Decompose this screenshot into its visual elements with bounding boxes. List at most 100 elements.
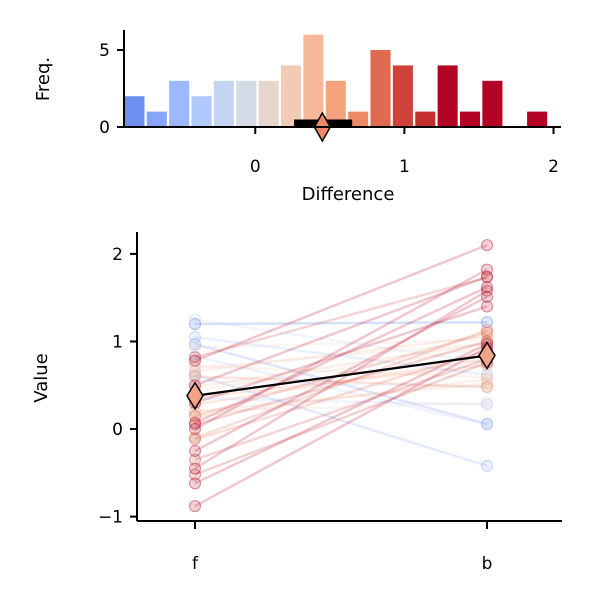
histogram-bar-11 bbox=[370, 50, 391, 128]
point-f-9 bbox=[189, 361, 201, 374]
point-f-22 bbox=[189, 351, 201, 364]
point-b-21 bbox=[481, 381, 493, 394]
pair-line-16 bbox=[194, 334, 488, 373]
point-f-2 bbox=[189, 368, 201, 381]
point-f-28 bbox=[189, 444, 201, 457]
point-f-32 bbox=[189, 462, 201, 475]
point-b-7 bbox=[481, 381, 493, 394]
point-b-6 bbox=[481, 418, 493, 431]
histogram-y-tick-label: 5 bbox=[99, 41, 110, 61]
paired-x-tick-label: b bbox=[482, 554, 493, 574]
pair-line-5 bbox=[194, 318, 488, 365]
histogram-x-tick-label: 0 bbox=[250, 157, 261, 177]
pair-line-13 bbox=[194, 382, 488, 413]
pair-line-12 bbox=[194, 346, 488, 392]
pair-line-33 bbox=[194, 243, 488, 362]
point-b-11 bbox=[481, 371, 493, 384]
histogram-bar-5 bbox=[236, 80, 257, 127]
pair-line-17 bbox=[194, 363, 488, 399]
point-f-6 bbox=[189, 350, 201, 363]
pair-line-11 bbox=[194, 364, 488, 379]
pair-line-29 bbox=[194, 275, 488, 387]
histogram-x-tick-label: 2 bbox=[548, 157, 559, 177]
pair-line-20 bbox=[194, 349, 488, 441]
point-f-16 bbox=[189, 365, 201, 378]
pair-line-18 bbox=[194, 357, 488, 406]
point-b-23 bbox=[481, 326, 493, 339]
paired-y-tick-label: 1 bbox=[112, 332, 123, 352]
pair-line-19 bbox=[194, 328, 488, 439]
mean-marker-b bbox=[478, 341, 496, 370]
point-b-19 bbox=[481, 324, 493, 337]
point-b-28 bbox=[481, 290, 493, 303]
histogram-bar-2 bbox=[169, 80, 190, 127]
histogram-bar-4 bbox=[213, 80, 234, 127]
point-f-35 bbox=[189, 423, 201, 436]
point-f-20 bbox=[189, 433, 201, 446]
pair-line-15 bbox=[194, 341, 488, 389]
pair-line-7 bbox=[194, 379, 488, 389]
point-f-5 bbox=[189, 313, 201, 326]
pair-line-21 bbox=[194, 375, 488, 389]
histogram-bar-17 bbox=[527, 111, 548, 127]
histogram-bar-10 bbox=[348, 111, 369, 127]
point-f-14 bbox=[189, 410, 201, 423]
point-b-13 bbox=[481, 377, 493, 390]
histogram-x-tick-label: 1 bbox=[399, 157, 410, 177]
point-b-14 bbox=[481, 373, 493, 386]
point-f-26 bbox=[189, 468, 201, 481]
paired-lines bbox=[194, 243, 488, 508]
point-b-32 bbox=[481, 284, 493, 297]
point-b-10 bbox=[481, 396, 493, 409]
pair-line-26 bbox=[194, 361, 488, 476]
histogram-bar-15 bbox=[459, 111, 481, 127]
point-f-23 bbox=[189, 409, 201, 422]
pair-line-24 bbox=[194, 340, 488, 426]
point-f-0 bbox=[189, 317, 201, 330]
histogram-y-label: Freq. bbox=[33, 57, 54, 101]
histogram-bar-1 bbox=[146, 111, 167, 127]
histogram-bar-9 bbox=[325, 80, 346, 127]
paired-y-tick-label: 0 bbox=[112, 420, 123, 440]
histogram-bar-8 bbox=[303, 34, 324, 127]
histogram-x-ticks: 0 1 2 bbox=[250, 127, 559, 177]
histogram-bar-13 bbox=[415, 111, 436, 127]
point-b-33 bbox=[481, 239, 493, 252]
pair-line-14 bbox=[194, 377, 488, 419]
mean-line bbox=[194, 354, 488, 397]
point-f-31 bbox=[189, 477, 201, 490]
point-b-2 bbox=[481, 459, 493, 472]
point-f-11 bbox=[189, 359, 201, 372]
paired-y-tick-label: 2 bbox=[112, 245, 123, 265]
pair-line-34 bbox=[194, 346, 488, 508]
point-f-1 bbox=[189, 338, 201, 351]
pair-line-1 bbox=[194, 342, 488, 425]
pair-line-35 bbox=[194, 268, 488, 431]
point-f-8 bbox=[189, 341, 201, 354]
histogram-bar-3 bbox=[191, 96, 212, 127]
point-b-35 bbox=[481, 263, 493, 276]
point-b-0 bbox=[481, 316, 493, 329]
histogram-bar-12 bbox=[392, 65, 413, 127]
point-b-4 bbox=[481, 398, 493, 411]
point-b-30 bbox=[481, 300, 493, 313]
group-mean bbox=[186, 341, 496, 411]
pair-line-32 bbox=[194, 289, 488, 470]
histogram-bar-16 bbox=[482, 80, 503, 127]
histogram-y-tick-label: 0 bbox=[99, 118, 110, 138]
pair-line-0 bbox=[194, 320, 488, 326]
histogram-bar-14 bbox=[437, 65, 458, 127]
pair-line-3 bbox=[194, 335, 488, 376]
pair-line-28 bbox=[194, 295, 488, 453]
point-b-29 bbox=[481, 270, 493, 283]
paired-y-ticks: −1 0 1 2 bbox=[98, 245, 137, 528]
pair-line-10 bbox=[194, 401, 488, 413]
histogram-bar-7 bbox=[281, 65, 302, 127]
point-f-27 bbox=[189, 416, 201, 429]
pair-line-8 bbox=[194, 338, 488, 349]
pair-line-30 bbox=[194, 305, 488, 404]
paired-y-label: Value bbox=[31, 353, 52, 402]
pair-line-6 bbox=[194, 355, 488, 426]
